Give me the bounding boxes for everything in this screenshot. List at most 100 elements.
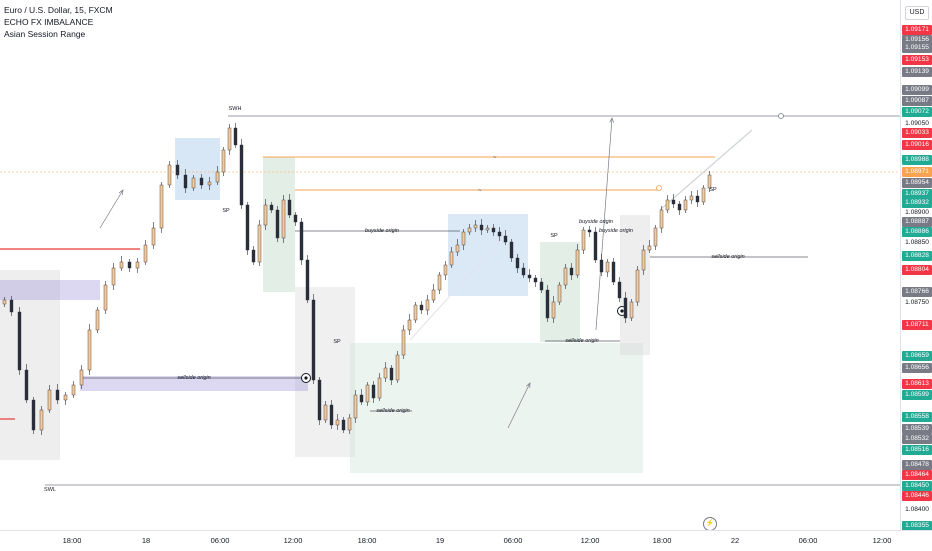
candle-body	[183, 174, 188, 189]
price-label: 1.09099	[902, 85, 932, 95]
lightning-icon[interactable]: ⚡	[703, 517, 717, 531]
price-label: 1.08558	[902, 412, 932, 422]
candle-body	[503, 235, 508, 243]
price-label: 1.08355	[902, 521, 932, 531]
indicator-echo-fx-imbalance[interactable]: ECHO FX IMBALANCE	[4, 17, 94, 27]
orange-mark-2: ~	[478, 188, 482, 194]
candle-body	[419, 304, 424, 311]
price-label: 1.08971	[902, 167, 932, 177]
price-label: 1.08887	[902, 217, 932, 227]
candle-body	[63, 394, 68, 401]
candle-body	[55, 389, 60, 401]
candle-body	[329, 404, 334, 426]
buyside-origin-label-3: buyside origin	[599, 228, 633, 234]
price-scale[interactable]: USD 1.09171 1.09156 1.09155 1.09153 1.09139 1…	[900, 0, 932, 531]
candle-body	[263, 204, 268, 226]
candle-body	[461, 231, 466, 246]
price-label: 1.09016	[902, 140, 932, 150]
candle-body	[671, 199, 676, 205]
symbol-title[interactable]: Euro / U.S. Dollar, 15, FXCM	[4, 5, 113, 15]
candle-body	[683, 199, 688, 211]
sp-label-2: SP	[333, 339, 341, 345]
candle-body	[593, 231, 598, 261]
candle-body	[245, 204, 250, 251]
price-label: 1.09072	[902, 107, 932, 117]
sellside-origin-label-1: sellside origin	[177, 375, 211, 381]
price-label: 1.08828	[902, 251, 932, 261]
price-label: 1.08478	[902, 460, 932, 470]
chart-area[interactable]: ~ ~ Euro / U.S. Dollar, 15, FXCM ECHO FX …	[0, 0, 900, 531]
candle-body	[377, 377, 382, 399]
candle-body	[79, 369, 84, 386]
price-label: 1.08532	[902, 434, 932, 444]
indicator-asian-session-range[interactable]: Asian Session Range	[4, 29, 86, 39]
candle-body	[281, 199, 286, 239]
candle-body	[401, 329, 406, 356]
candle-body	[127, 261, 132, 269]
imbalance-zone	[0, 280, 100, 300]
time-label: 06:00	[210, 536, 230, 545]
price-label: 1.08400	[905, 506, 929, 513]
time-label: 06:00	[798, 536, 818, 545]
candle-body	[527, 274, 532, 279]
candle-body	[24, 369, 29, 401]
candle-body	[407, 319, 412, 331]
time-label: 12:00	[283, 536, 303, 545]
sp-label-3: SP	[550, 233, 558, 239]
candle-body	[509, 241, 514, 259]
price-label: 1.08656	[902, 363, 932, 373]
candle-body	[103, 284, 108, 311]
currency-selector[interactable]: USD	[905, 6, 929, 20]
price-label: 1.08954	[902, 178, 932, 188]
time-label: 12:00	[872, 536, 892, 545]
asian-range-zone-3	[620, 215, 650, 355]
candle-body	[623, 297, 628, 319]
candle-body	[437, 274, 442, 291]
price-label: 1.09155	[902, 43, 932, 53]
price-label: 1.08932	[902, 198, 932, 208]
candle-body	[701, 187, 706, 203]
candle-body	[31, 399, 36, 431]
arrow-up-2	[507, 382, 531, 429]
time-label: 18	[141, 536, 151, 545]
candle-body	[413, 304, 418, 321]
candle-body	[17, 311, 22, 371]
arrow-up-2-head	[525, 382, 531, 389]
candle-body	[199, 177, 204, 186]
candle-body	[119, 261, 124, 269]
candle-body	[251, 249, 256, 263]
price-label: 1.08446	[902, 491, 932, 501]
candle-body	[299, 221, 304, 261]
candle-body	[151, 227, 156, 246]
price-label: 1.09033	[902, 128, 932, 138]
candle-body	[233, 127, 238, 146]
candle-body	[167, 164, 172, 186]
candle-body	[605, 261, 610, 273]
candle-body	[545, 289, 550, 319]
candle-body	[135, 261, 140, 269]
candle-body	[581, 229, 586, 251]
candle-body	[647, 245, 652, 251]
candle-body	[533, 277, 538, 283]
marker-circle-2	[656, 185, 662, 191]
candle-body	[641, 249, 646, 271]
chart-canvas[interactable]: ~~	[0, 0, 900, 530]
arrow-up-3	[595, 117, 613, 331]
orange-mark-1: ~	[493, 155, 497, 161]
candle-body	[353, 394, 358, 419]
candle-body	[207, 181, 212, 186]
arrow-up-1-head	[118, 189, 124, 195]
candle-body	[257, 224, 262, 263]
price-label: 1.08804	[902, 265, 932, 275]
time-label: 19	[435, 536, 445, 545]
candle-body	[305, 259, 310, 301]
candle-body	[2, 299, 7, 305]
sellside-origin-label-4: sellside origin	[711, 254, 745, 260]
price-label: 1.08937	[902, 189, 932, 199]
time-axis[interactable]: 18:00 18 06:00 12:00 18:00 19 06:00 12:00 18:00 2…	[0, 530, 932, 551]
price-label: 1.08988	[902, 155, 932, 165]
price-label: 1.08711	[902, 320, 932, 330]
candle-body	[557, 284, 562, 303]
trend-line-2	[409, 229, 511, 341]
candle-body	[335, 419, 340, 426]
